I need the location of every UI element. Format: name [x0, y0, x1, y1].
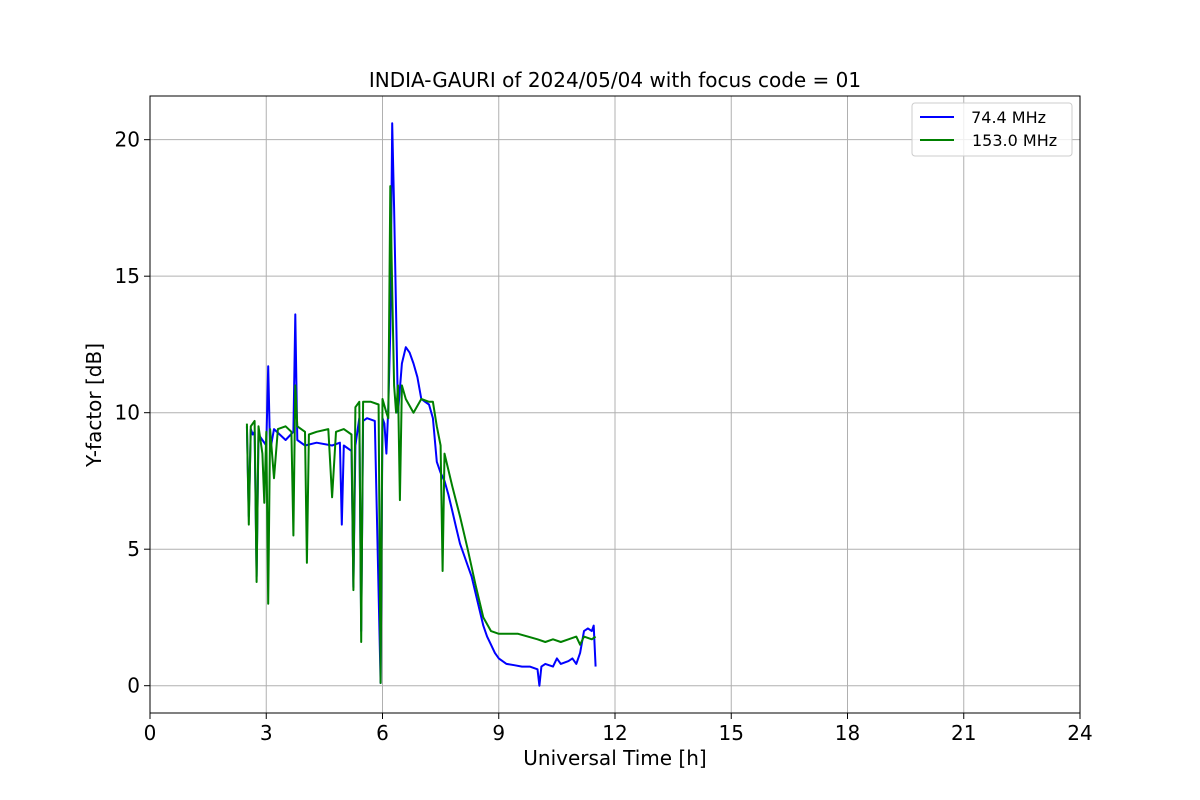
x-tick-label: 18	[835, 721, 860, 745]
series-line-153-0	[245, 185, 597, 684]
x-axis-ticks: 0 3 6 9 12 15 18 21 24	[144, 713, 1093, 745]
y-tick-label: 10	[115, 401, 140, 425]
x-tick-label: 0	[144, 721, 157, 745]
x-tick-label: 9	[492, 721, 505, 745]
chart-title: INDIA-GAURI of 2024/05/04 with focus cod…	[369, 68, 861, 92]
x-tick-label: 6	[376, 721, 389, 745]
y-tick-label: 5	[127, 537, 140, 561]
x-tick-label: 3	[260, 721, 273, 745]
y-tick-label: 15	[115, 264, 140, 288]
x-tick-label: 12	[602, 721, 627, 745]
legend: 74.4 MHz 153.0 MHz	[911, 102, 1073, 157]
y-tick-label: 20	[115, 128, 140, 152]
y-axis-label: Y-factor [dB]	[82, 343, 106, 468]
x-tick-label: 21	[951, 721, 976, 745]
x-axis-label: Universal Time [h]	[523, 746, 706, 770]
x-tick-label: 15	[719, 721, 744, 745]
y-tick-label: 0	[127, 674, 140, 698]
y-axis-ticks: 0 5 10 15 20	[115, 128, 150, 698]
series-lines	[245, 122, 597, 687]
x-tick-label: 24	[1067, 721, 1092, 745]
legend-label-74-4: 74.4 MHz	[966, 108, 1046, 127]
legend-label-153-0: 153.0 MHz	[972, 131, 1057, 150]
